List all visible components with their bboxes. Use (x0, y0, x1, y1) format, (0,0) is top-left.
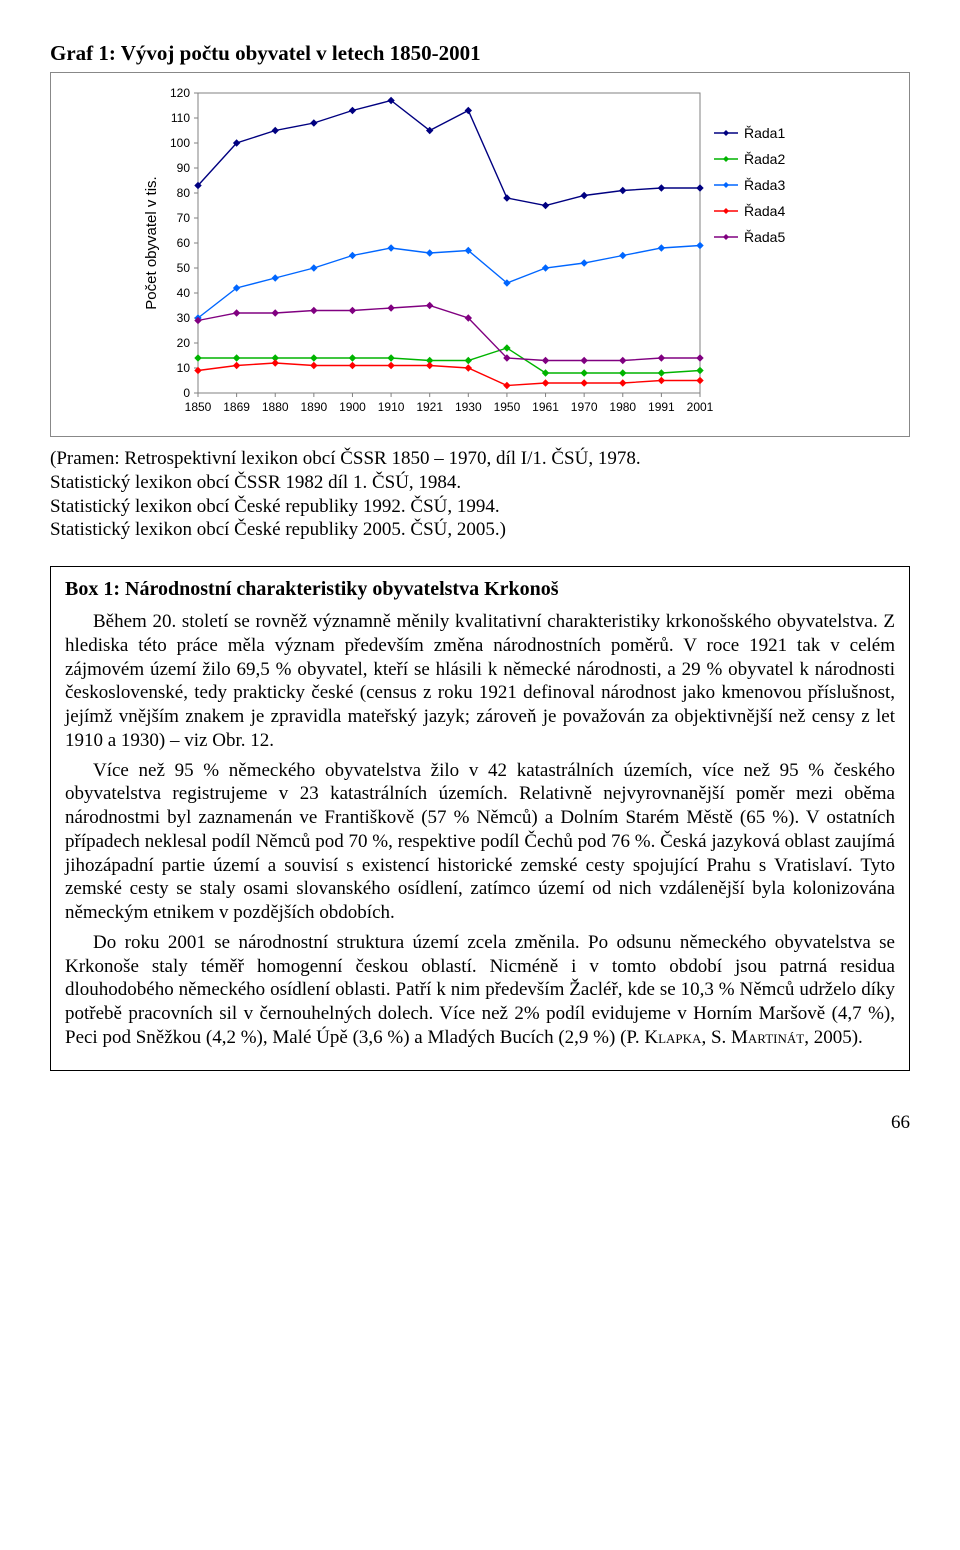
svg-text:1950: 1950 (494, 400, 521, 414)
box-p3-b: , S. (701, 1027, 731, 1048)
page-number: 66 (50, 1111, 910, 1135)
svg-text:1980: 1980 (609, 400, 636, 414)
info-box: Box 1: Národnostní charakteristiky obyva… (50, 566, 910, 1071)
svg-text:1850: 1850 (185, 400, 212, 414)
svg-text:Řada5: Řada5 (744, 229, 785, 245)
author-klapka: Klapka (644, 1027, 701, 1048)
svg-text:40: 40 (177, 286, 191, 300)
svg-text:10: 10 (177, 361, 191, 375)
box-title: Box 1: Národnostní charakteristiky obyva… (65, 577, 895, 602)
source-line2: Statistický lexikon obcí ČSSR 1982 díl 1… (50, 472, 461, 493)
svg-text:1880: 1880 (262, 400, 289, 414)
source-line4: Statistický lexikon obcí České republiky… (50, 519, 506, 540)
svg-text:1869: 1869 (223, 400, 250, 414)
box-paragraph-2: Více než 95 % německého obyvatelstva žil… (65, 759, 895, 925)
svg-text:1970: 1970 (571, 400, 598, 414)
svg-text:1991: 1991 (648, 400, 675, 414)
svg-text:1930: 1930 (455, 400, 482, 414)
source-citation: (Pramen: Retrospektivní lexikon obcí ČSS… (50, 447, 910, 542)
source-prefix: (Pramen: (50, 448, 124, 469)
svg-text:Řada3: Řada3 (744, 177, 785, 193)
svg-text:60: 60 (177, 236, 191, 250)
svg-text:0: 0 (183, 386, 190, 400)
svg-text:30: 30 (177, 311, 191, 325)
svg-text:Řada1: Řada1 (744, 125, 785, 141)
author-martinat: Martinát (731, 1027, 804, 1048)
box-paragraph-3: Do roku 2001 se národnostní struktura úz… (65, 931, 895, 1050)
line-chart: 0 10 20 30 40 50 60 70 80 90 100 110 120 1850 1869 1880… (65, 83, 895, 423)
svg-text:90: 90 (177, 161, 191, 175)
source-line1: Retrospektivní lexikon obcí ČSSR 1850 – … (124, 448, 640, 469)
svg-text:110: 110 (171, 111, 190, 125)
svg-text:70: 70 (177, 211, 191, 225)
svg-text:Počet obyvatel v tis.: Počet obyvatel v tis. (143, 177, 160, 310)
svg-text:1961: 1961 (532, 400, 559, 414)
box-p3-c: , 2005). (804, 1027, 863, 1048)
svg-text:50: 50 (177, 261, 191, 275)
svg-text:1910: 1910 (378, 400, 405, 414)
svg-text:Řada2: Řada2 (744, 151, 785, 167)
chart-title: Graf 1: Vývoj počtu obyvatel v letech 18… (50, 40, 910, 66)
svg-text:1900: 1900 (339, 400, 366, 414)
svg-text:1890: 1890 (300, 400, 327, 414)
box-paragraph-1: Během 20. století se rovněž významně měn… (65, 610, 895, 753)
svg-text:1921: 1921 (416, 400, 443, 414)
svg-text:20: 20 (177, 336, 191, 350)
chart-container: 0 10 20 30 40 50 60 70 80 90 100 110 120 1850 1869 1880… (50, 72, 910, 437)
svg-text:Řada4: Řada4 (744, 203, 785, 219)
svg-text:2001: 2001 (687, 400, 714, 414)
svg-text:100: 100 (170, 136, 190, 150)
svg-text:80: 80 (177, 186, 191, 200)
svg-text:120: 120 (170, 86, 190, 100)
source-line3: Statistický lexikon obcí České republiky… (50, 496, 500, 517)
